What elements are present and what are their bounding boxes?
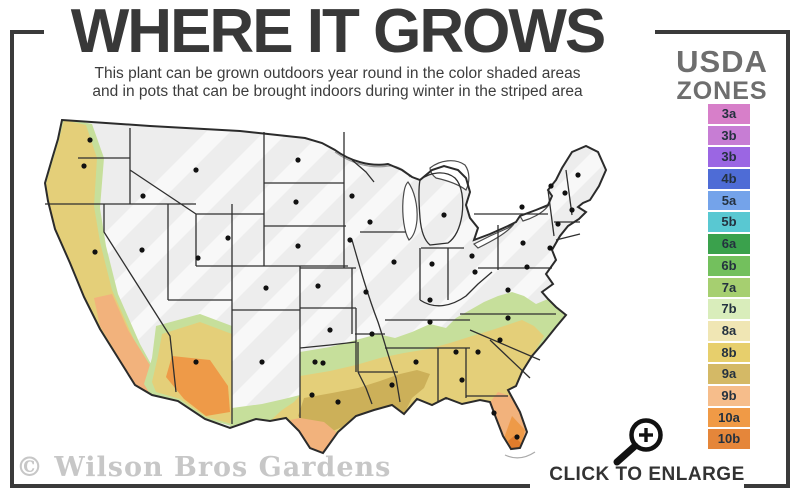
state-dots bbox=[81, 137, 581, 440]
state-borders bbox=[45, 128, 581, 424]
florida-keys bbox=[504, 451, 536, 459]
zone-swatch-10a: 10a bbox=[708, 407, 750, 428]
zone-swatch-9a: 9a bbox=[708, 364, 750, 384]
arizona-orange bbox=[166, 356, 230, 416]
zone-swatch-5b: 5b bbox=[708, 212, 750, 233]
page-title: WHERE IT GROWS bbox=[70, 0, 606, 66]
zone-swatch-7a: 7a bbox=[708, 277, 750, 298]
legend-title-zones: ZONES bbox=[676, 77, 768, 105]
legend-zones: 3a 3b 3b 4b 5a 5b 6a 6b 7a 7b 8a 8b 9a 9b 10a 10b bbox=[708, 104, 750, 451]
frame-top-left-dash bbox=[10, 30, 44, 34]
zone-swatch-9b: 9b bbox=[708, 385, 750, 406]
zone-swatch-6a: 6a bbox=[708, 234, 750, 254]
zone-swatch-5a: 5a bbox=[708, 190, 750, 211]
zone-swatch-3b: 3b bbox=[708, 125, 750, 146]
lake-erie bbox=[472, 223, 515, 249]
watermark: © Wilson Bros Gardens bbox=[16, 452, 392, 483]
zone-swatch-4b: 4b bbox=[708, 169, 750, 189]
frame-bottom-left-segment bbox=[10, 484, 530, 488]
zone-swatch-8b: 8b bbox=[708, 342, 750, 363]
zone-swatch-10b: 10b bbox=[708, 429, 750, 449]
florida-tip-deep-orange bbox=[508, 436, 521, 449]
click-to-enlarge-button[interactable]: CLICK TO ENLARGE bbox=[549, 464, 745, 485]
legend-title: USDA ZONES bbox=[666, 46, 778, 104]
frame-right-line bbox=[786, 30, 790, 488]
zone-swatch-3b: 3b bbox=[708, 147, 750, 168]
subtitle-line-1: This plant can be grown outdoors year ro… bbox=[94, 65, 581, 82]
zone-swatch-7b: 7b bbox=[708, 299, 750, 319]
legend-title-usda: USDA bbox=[676, 44, 768, 79]
zone-swatch-6b: 6b bbox=[708, 255, 750, 276]
frame-top-right-segment bbox=[655, 30, 790, 34]
south-texas-peach bbox=[290, 418, 337, 453]
zone-swatch-8a: 8a bbox=[708, 320, 750, 341]
zone-swatch-3a: 3a bbox=[708, 104, 750, 124]
subtitle-line-2: and in pots that can be brought indoors … bbox=[92, 83, 583, 100]
lake-michigan bbox=[402, 181, 418, 241]
frame-bottom-right-segment bbox=[744, 484, 790, 488]
west-coast-yellow bbox=[46, 120, 168, 395]
magnifier-plus-icon[interactable] bbox=[602, 412, 674, 470]
frame-left-line bbox=[10, 30, 14, 488]
